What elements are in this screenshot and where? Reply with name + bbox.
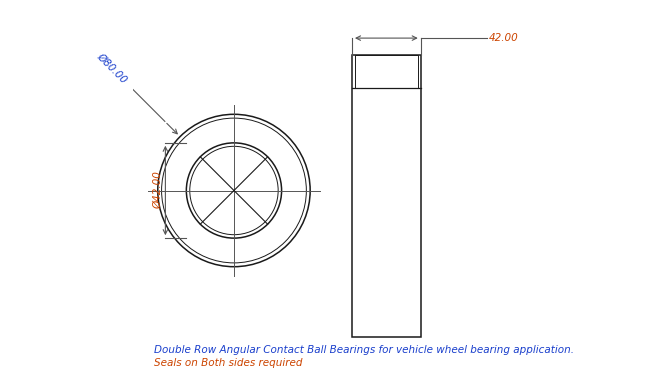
Text: Double Row Angular Contact Ball Bearings for vehicle wheel bearing application.: Double Row Angular Contact Ball Bearings…	[154, 345, 574, 355]
Text: Ø42.00: Ø42.00	[153, 171, 164, 210]
Text: Ø80.00: Ø80.00	[95, 51, 129, 85]
Bar	[352, 55, 421, 337]
Text: 42.00: 42.00	[489, 33, 519, 43]
Text: Seals on Both sides required: Seals on Both sides required	[154, 358, 302, 368]
Bar	[355, 55, 417, 88]
